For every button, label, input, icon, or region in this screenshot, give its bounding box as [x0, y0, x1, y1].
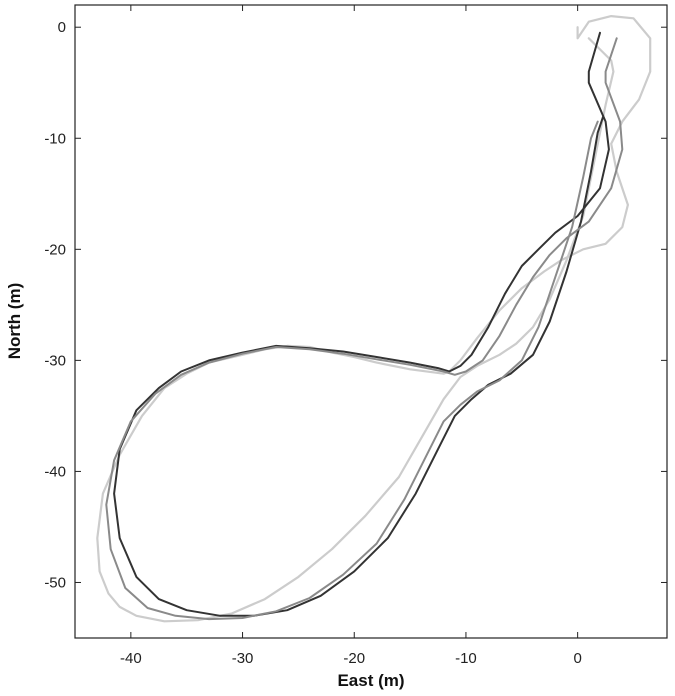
x-axis-ticks: -40 -30 -20 -10 0	[120, 5, 582, 667]
y-tick-label: -40	[44, 463, 66, 480]
y-tick-label: 0	[58, 19, 66, 36]
x-tick-label: 0	[573, 650, 581, 667]
x-tick-label: -20	[343, 650, 365, 667]
x-tick-label: -10	[455, 650, 477, 667]
series-1-line	[96, 15, 652, 623]
plot-frame	[74, 4, 668, 639]
y-axis-label: North (m)	[5, 283, 24, 359]
x-axis-label: East (m)	[337, 671, 404, 690]
y-tick-label: -10	[44, 130, 66, 147]
y-tick-label: -50	[44, 574, 66, 591]
series-layer	[96, 15, 652, 623]
y-axis-ticks: 0 -10 -20 -30 -40 -50	[44, 19, 667, 591]
y-tick-label: -30	[44, 352, 66, 369]
series-3-line	[105, 37, 624, 621]
y-tick-label: -20	[44, 241, 66, 258]
x-tick-label: -30	[232, 650, 254, 667]
x-tick-label: -40	[120, 650, 142, 667]
